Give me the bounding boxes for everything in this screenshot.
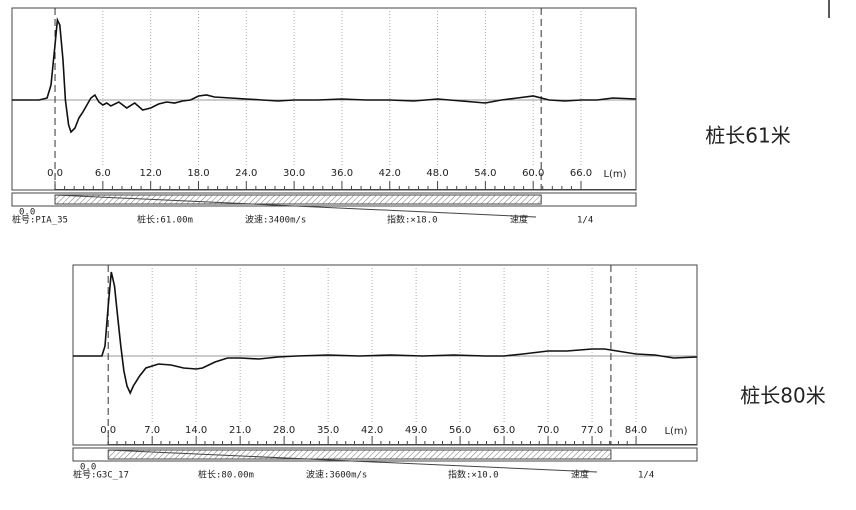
x-tick-label: 7.0 [144,425,160,436]
ruler-box [11,192,637,207]
x-tick-label: 48.0 [426,168,448,179]
info-text: 波速:3400m/s [245,214,306,226]
pile-bar [107,449,612,460]
info-text: 1/4 [577,216,593,226]
info-text: 桩长:80.00m [198,469,254,481]
x-tick-label: 18.0 [187,168,209,179]
x-axis-label: L(m) [664,426,687,437]
pile-bar [54,194,542,205]
x-tick-label: 14.0 [185,425,207,436]
scale-start: 0.0 [19,208,35,218]
x-axis-label: L(m) [603,169,626,180]
x-tick-label: 84.0 [625,425,647,436]
x-tick-label: 77.0 [581,425,603,436]
waveform [12,17,637,134]
x-tick-label: 28.0 [273,425,295,436]
x-tick-label: 12.0 [140,168,162,179]
x-tick-label: 66.0 [570,168,592,179]
info-text: 1/4 [638,471,654,481]
speed-line [55,194,537,218]
info-text: 指数:×18.0 [387,214,438,226]
waveform [73,271,698,395]
info-text: 指数:×10.0 [448,469,499,481]
info-text: 波速:3600m/s [306,469,367,481]
x-tick-label: 54.0 [474,168,496,179]
caption: 桩长80米 [740,384,825,408]
x-tick-label: 6.0 [95,168,111,179]
x-tick-label: 30.0 [283,168,305,179]
x-tick-label: 42.0 [379,168,401,179]
x-tick-label: 70.0 [537,425,559,436]
info-text: 速度 [571,469,589,481]
speed-line [108,449,598,473]
info-text: 速度 [510,214,528,226]
ruler-box [72,447,698,462]
x-tick-label: 42.0 [361,425,383,436]
x-tick-label: 21.0 [229,425,251,436]
x-tick-label: 24.0 [235,168,257,179]
info-text: 桩号:G3C_17 [73,469,129,481]
x-tick-label: 56.0 [449,425,471,436]
x-tick-label: 60.0 [522,168,544,179]
x-tick-label: 63.0 [493,425,515,436]
info-text: 桩号:PIA_35 [12,214,68,226]
x-tick-label: 35.0 [317,425,339,436]
info-text: 桩长:61.00m [137,214,193,226]
x-tick-label: 36.0 [331,168,353,179]
caption: 桩长61米 [705,124,790,148]
scale-start: 0.0 [80,463,96,473]
x-tick-label: 49.0 [405,425,427,436]
